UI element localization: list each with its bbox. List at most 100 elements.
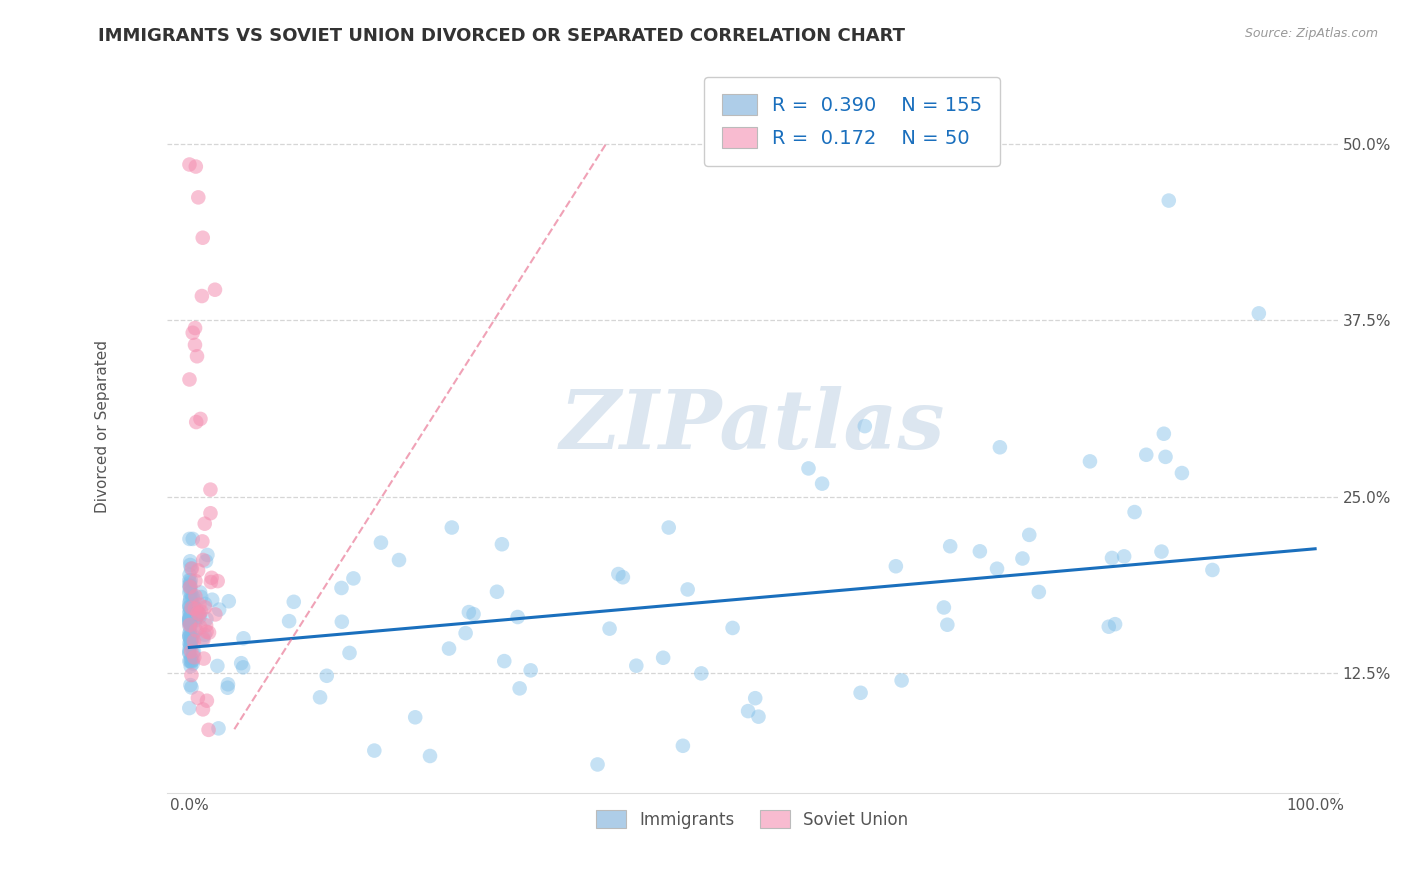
Point — [179, 580, 201, 594]
Point — [201, 571, 224, 585]
Point — [179, 654, 201, 668]
Point — [179, 701, 201, 715]
Point — [658, 520, 681, 534]
Point — [509, 681, 531, 696]
Point — [217, 677, 239, 691]
Point — [184, 574, 207, 588]
Point — [190, 605, 212, 619]
Point — [194, 597, 217, 611]
Point — [179, 614, 201, 628]
Point — [330, 581, 353, 595]
Point — [187, 190, 209, 204]
Point — [342, 571, 364, 585]
Point — [181, 532, 204, 546]
Point — [494, 654, 516, 668]
Point — [191, 702, 214, 716]
Point — [181, 607, 204, 621]
Point — [849, 686, 872, 700]
Point — [186, 602, 208, 616]
Point — [195, 612, 218, 626]
Point — [200, 574, 222, 589]
Point — [197, 723, 219, 737]
Point — [1201, 563, 1223, 577]
Point — [179, 615, 201, 630]
Point — [1153, 426, 1175, 441]
Point — [179, 596, 201, 610]
Point — [184, 618, 207, 632]
Point — [179, 599, 201, 614]
Point — [309, 690, 332, 705]
Point — [179, 615, 201, 630]
Point — [180, 651, 202, 665]
Point — [179, 615, 201, 629]
Point — [180, 573, 202, 587]
Point — [191, 631, 214, 645]
Point — [191, 289, 214, 303]
Point — [179, 576, 201, 591]
Point — [208, 602, 231, 616]
Point — [179, 678, 201, 692]
Point — [599, 622, 621, 636]
Point — [180, 644, 202, 658]
Point — [890, 673, 912, 688]
Point — [180, 638, 202, 652]
Point — [676, 582, 699, 597]
Point — [187, 690, 209, 705]
Point — [485, 584, 508, 599]
Point — [195, 694, 218, 708]
Text: IMMIGRANTS VS SOVIET UNION DIVORCED OR SEPARATED CORRELATION CHART: IMMIGRANTS VS SOVIET UNION DIVORCED OR S… — [98, 27, 905, 45]
Point — [184, 613, 207, 627]
Point — [626, 658, 648, 673]
Point — [180, 668, 202, 682]
Point — [181, 590, 204, 604]
Point — [190, 412, 212, 426]
Point — [181, 653, 204, 667]
Point — [986, 562, 1008, 576]
Point — [180, 628, 202, 642]
Point — [463, 607, 485, 621]
Point — [184, 338, 207, 352]
Point — [187, 607, 209, 621]
Point — [194, 516, 217, 531]
Point — [607, 567, 630, 582]
Point — [180, 561, 202, 575]
Point — [179, 616, 201, 631]
Point — [370, 535, 392, 549]
Point — [737, 704, 759, 718]
Point — [454, 626, 477, 640]
Point — [217, 681, 239, 695]
Point — [181, 597, 204, 611]
Point — [184, 607, 207, 622]
Point — [191, 534, 214, 549]
Point — [207, 722, 229, 736]
Point — [440, 520, 463, 534]
Point — [939, 539, 962, 553]
Point — [1011, 551, 1033, 566]
Point — [200, 506, 222, 520]
Point — [193, 632, 215, 647]
Point — [186, 349, 208, 363]
Point — [232, 660, 254, 674]
Point — [1078, 454, 1101, 468]
Point — [179, 567, 201, 582]
Point — [193, 651, 215, 665]
Point — [1171, 466, 1194, 480]
Point — [180, 655, 202, 669]
Point — [936, 617, 959, 632]
Point — [232, 632, 254, 646]
Point — [195, 554, 218, 568]
Point — [1247, 306, 1270, 320]
Point — [179, 611, 201, 625]
Point — [419, 749, 441, 764]
Point — [1028, 585, 1050, 599]
Point — [188, 607, 211, 622]
Point — [179, 157, 201, 171]
Point — [188, 585, 211, 599]
Point — [181, 647, 204, 661]
Point — [201, 592, 224, 607]
Point — [180, 585, 202, 599]
Point — [1114, 549, 1136, 564]
Point — [179, 372, 201, 386]
Point — [179, 606, 201, 620]
Point — [179, 605, 201, 619]
